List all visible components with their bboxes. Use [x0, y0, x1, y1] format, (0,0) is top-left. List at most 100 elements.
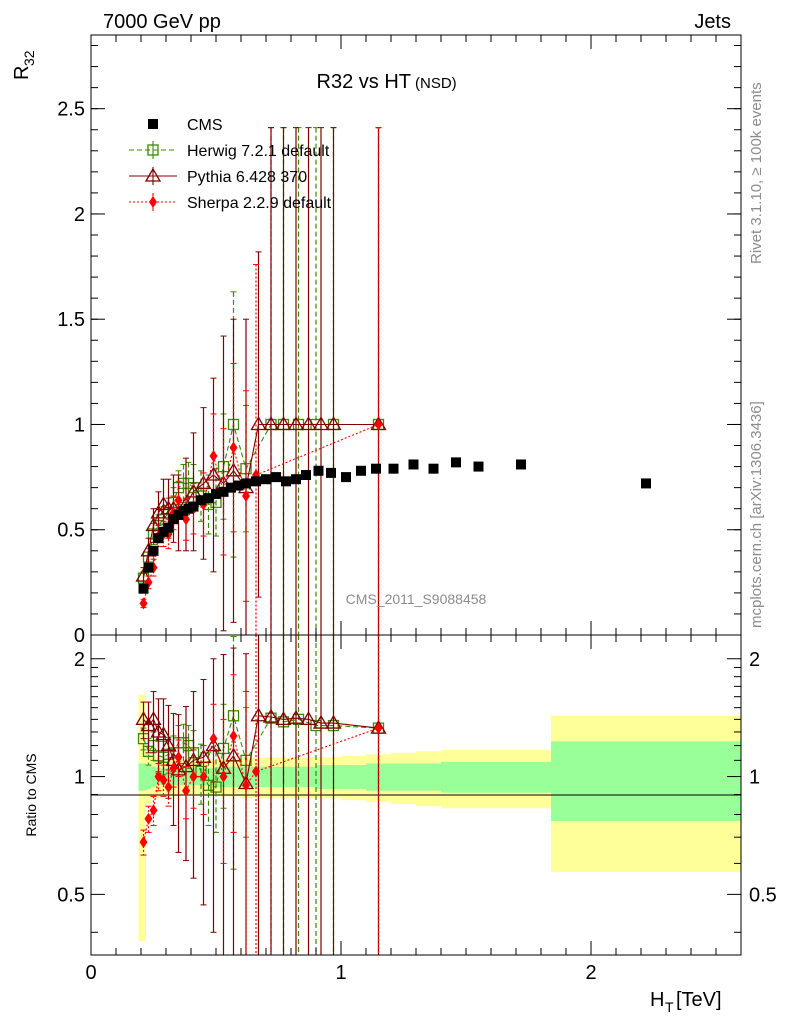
main-point-cms — [188, 501, 199, 512]
main-point-cms — [388, 463, 399, 474]
x-axis-label-main: H — [650, 989, 664, 1011]
ratio-band-inner — [416, 763, 441, 791]
ratio-band-inner — [441, 761, 466, 793]
ratio-point — [189, 770, 198, 783]
main-point-cms — [226, 482, 236, 493]
main-point-cms — [291, 474, 301, 485]
ratio-point — [169, 762, 178, 775]
ratio-point — [139, 836, 148, 849]
ratio-point — [300, 711, 317, 726]
ratio-y-tick-label-left: 2 — [74, 649, 85, 671]
ratio-band-inner — [491, 761, 516, 793]
main-point — [300, 416, 317, 431]
ratio-band-inner — [151, 766, 156, 788]
main-point-cms — [241, 478, 251, 489]
ratio-point — [159, 773, 168, 786]
main-point — [209, 450, 218, 463]
ratio-point — [155, 726, 172, 741]
main-title-suffix: (NSD) — [415, 75, 457, 92]
ratio-y-tick-label-right: 1 — [749, 767, 760, 789]
x-tick-label: 0 — [85, 962, 96, 984]
ratio-point — [145, 711, 162, 726]
ratio-y-tick-label-left: 0.5 — [57, 884, 85, 906]
main-point-cms — [451, 457, 461, 468]
legend-item: Pythia 6.428 370 — [129, 167, 307, 186]
ratio-point — [287, 709, 305, 724]
main-point — [135, 567, 152, 582]
main-point-cms — [313, 465, 324, 476]
x-axis-label-unit: [TeV] — [676, 989, 722, 1011]
main-point — [374, 418, 383, 431]
ratio-y-tick-label-right: 2 — [749, 649, 760, 671]
main-point-cms — [271, 472, 281, 483]
main-point-cms — [641, 478, 651, 489]
main-y-tick-label: 0.5 — [57, 520, 85, 542]
ratio-point — [219, 770, 228, 783]
ratio-point — [312, 714, 330, 729]
ratio-point — [135, 711, 152, 726]
main-point — [229, 441, 238, 454]
ratio-point — [149, 804, 158, 817]
main-point-cms — [143, 562, 154, 573]
main-point-cms — [153, 533, 164, 544]
legend-marker — [144, 167, 162, 182]
ratio-y-tick-label-right: 0.5 — [749, 884, 777, 906]
main-y-axis-label-sub: 32 — [21, 50, 37, 66]
legend: CMS Herwig 7.2.1 default Pythia 6.428 370 S… — [129, 117, 332, 212]
ratio-point — [262, 708, 280, 723]
main-point-cms — [211, 488, 221, 499]
main-y-tick-label: 0 — [74, 625, 85, 647]
main-point — [325, 416, 342, 431]
legend-label: CMS — [187, 117, 223, 134]
main-point-cms — [301, 470, 311, 480]
ratio-point — [185, 752, 202, 767]
legend-marker — [149, 196, 157, 208]
ratio-point — [205, 737, 222, 752]
main-point-cms — [356, 465, 366, 476]
main-point-cms — [371, 463, 381, 474]
main-plot-area — [91, 35, 741, 635]
ratio-band-inner — [516, 761, 551, 793]
ratio-point — [325, 714, 342, 729]
main-point-cms — [408, 459, 419, 470]
ratio-point — [252, 765, 260, 778]
main-point — [139, 597, 148, 610]
main-point — [145, 517, 162, 532]
x-tick-label: 2 — [585, 962, 596, 984]
ratio-series-sherpa — [139, 634, 383, 956]
x-axis-label-sub: T — [665, 999, 674, 1015]
ratio-point — [144, 812, 153, 825]
ratio-band-inner — [391, 763, 416, 791]
main-point-cms — [148, 545, 159, 556]
main-title: R32 vs HT — [317, 71, 411, 93]
main-point — [174, 494, 183, 507]
main-y-tick-label: 1.5 — [57, 309, 85, 331]
ratio-point — [174, 751, 183, 764]
ratio-point — [160, 737, 177, 752]
main-point-cms — [326, 467, 336, 478]
ratio-point — [182, 784, 190, 797]
main-point-cms — [203, 493, 214, 504]
ratio-y-tick-label-left: 1 — [74, 767, 85, 789]
main-y-tick-label: 1 — [74, 414, 85, 436]
ratio-band-outer — [138, 694, 146, 942]
main-point — [182, 513, 190, 526]
ratio-band-inner — [161, 768, 171, 786]
main-plot: 0 0.5 1 1.5 2 2.5 R32 vs HT (NSD) CMS_2011_S9… — [11, 34, 742, 647]
main-point-cms — [218, 486, 229, 497]
main-point-cms — [516, 459, 526, 470]
ratio-point — [242, 779, 250, 792]
ratio-point — [275, 711, 292, 726]
legend-marker-cms — [148, 119, 158, 129]
main-point — [195, 475, 212, 490]
analysis-watermark: CMS_2011_S9088458 — [346, 591, 487, 607]
ratio-point — [225, 747, 242, 762]
main-point-cms — [163, 522, 174, 533]
ratio-band-inner — [291, 766, 316, 788]
ratio-band-inner — [146, 765, 151, 789]
legend-marker — [147, 144, 159, 156]
mcplots-text: mcplots.cern.ch [arXiv:1306.3436] — [748, 401, 765, 628]
x-tick-label: 1 — [335, 962, 346, 984]
ratio-y-axis-label: Ratio to CMS — [23, 753, 39, 836]
